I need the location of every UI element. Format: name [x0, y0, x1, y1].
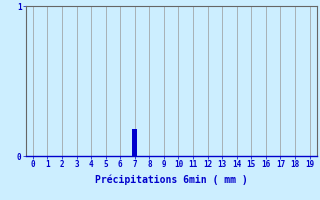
Bar — [132, 129, 137, 156]
X-axis label: Précipitations 6min ( mm ): Précipitations 6min ( mm ) — [95, 175, 248, 185]
